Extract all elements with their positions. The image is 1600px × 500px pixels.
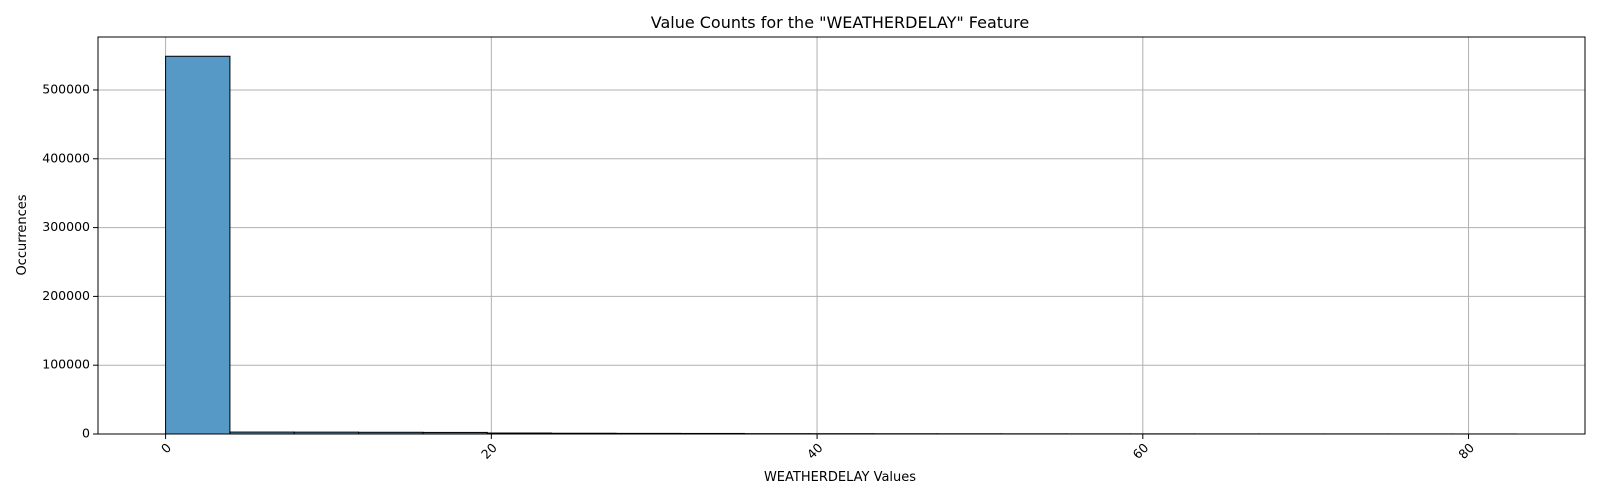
y-tick-label: 400000	[42, 150, 90, 165]
x-tick-label: 60	[1130, 440, 1152, 462]
y-tick-label: 200000	[42, 288, 90, 303]
chart-title: Value Counts for the "WEATHERDELAY" Feat…	[651, 13, 1030, 32]
y-tick-label: 500000	[42, 81, 90, 96]
y-axis-label: Occurrences	[15, 194, 30, 275]
y-tick-label: 300000	[42, 219, 90, 234]
x-axis-label: WEATHERDELAY Values	[764, 470, 916, 485]
x-axis-ticks: 0 20 40 60 80	[158, 434, 1477, 462]
plot-frame	[97, 36, 1586, 435]
grid-lines	[98, 37, 1585, 435]
y-tick-label: 100000	[42, 357, 90, 372]
y-axis-ticks: 0 100000 200000 300000 400000 500000	[42, 81, 98, 441]
x-tick-label: 20	[478, 440, 500, 462]
x-tick-label: 40	[804, 440, 826, 462]
bars	[165, 55, 1518, 435]
x-tick-label: 80	[1455, 440, 1477, 462]
x-tick-label: 0	[158, 440, 174, 456]
y-tick-label: 0	[82, 426, 90, 441]
histogram-bar	[165, 55, 231, 435]
